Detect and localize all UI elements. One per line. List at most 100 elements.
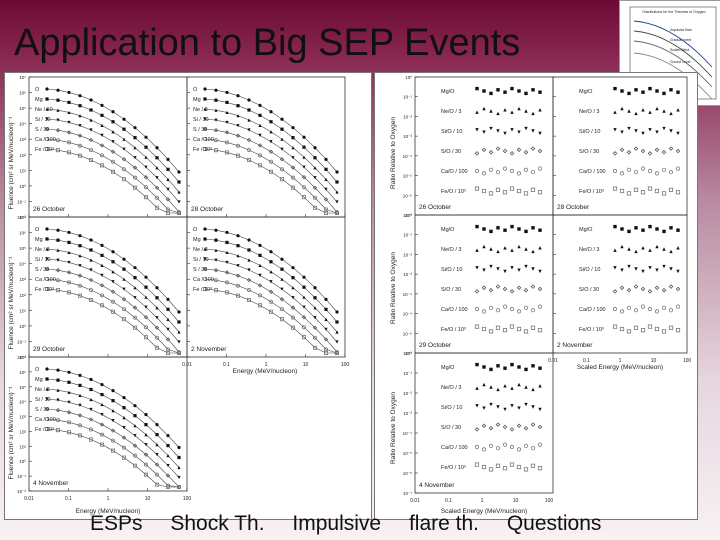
ratio-label: Si/O / 10 xyxy=(441,267,462,273)
data-point xyxy=(531,387,535,392)
species-label: Fe / 10³ xyxy=(35,427,54,433)
data-point xyxy=(312,205,317,210)
data-point xyxy=(56,228,60,232)
species-label: S / 30 xyxy=(35,127,49,133)
x-tick-label: 100 xyxy=(341,362,350,368)
ratio-label: Si/O / 10 xyxy=(441,405,462,411)
data-point xyxy=(202,266,208,272)
data-point xyxy=(634,88,638,92)
data-point xyxy=(100,243,104,247)
data-point xyxy=(67,110,71,115)
data-point xyxy=(78,433,83,438)
species-label: Mg xyxy=(35,237,43,243)
data-point xyxy=(291,286,295,290)
x-tick-label: 0.1 xyxy=(65,496,72,502)
data-point xyxy=(100,432,105,437)
data-point xyxy=(213,268,219,273)
data-point xyxy=(488,425,494,431)
data-point xyxy=(111,159,116,164)
data-point xyxy=(45,257,49,261)
data-point xyxy=(268,159,273,164)
footer-link-flare-theory[interactable]: flare th. xyxy=(408,512,479,535)
data-point xyxy=(676,269,680,274)
thumb-title: Distributions for the Theories of Oxygen xyxy=(642,10,705,14)
species-label: Si / 10 xyxy=(193,257,209,263)
panel-date-label: 26 October xyxy=(419,204,452,211)
data-point xyxy=(235,293,240,298)
data-point xyxy=(538,384,542,388)
data-point xyxy=(45,107,49,111)
abundance-ratio-plot: Mg/O Ne/O / 3 Si/O / 10 S/O / 30 Ca/O / 100 F… xyxy=(390,75,691,515)
data-point xyxy=(155,166,159,170)
data-point xyxy=(56,368,60,372)
data-point xyxy=(620,268,624,272)
data-point xyxy=(45,227,49,231)
data-point xyxy=(213,278,218,283)
data-point xyxy=(111,270,115,274)
data-point xyxy=(335,190,339,194)
data-point xyxy=(662,264,666,269)
data-point xyxy=(144,443,148,447)
data-point xyxy=(203,107,207,111)
data-point xyxy=(67,90,71,95)
data-point xyxy=(530,170,536,175)
data-point xyxy=(302,285,306,289)
footer-link-impulsive[interactable]: Impulsive xyxy=(292,512,382,535)
footer-link-questions[interactable]: Questions xyxy=(506,512,602,535)
data-point xyxy=(154,185,160,190)
data-point xyxy=(523,425,529,431)
data-point xyxy=(280,257,284,261)
data-point xyxy=(523,287,529,293)
data-point xyxy=(268,309,273,314)
data-point xyxy=(538,90,542,94)
data-point xyxy=(213,138,218,143)
data-point xyxy=(55,128,61,133)
data-point xyxy=(291,296,295,300)
y-tick-label: 10⁶ xyxy=(19,231,26,236)
x-tick-label: 100 xyxy=(545,498,554,504)
data-point xyxy=(516,464,522,470)
data-point xyxy=(675,166,681,171)
panel-date-label: 29 October xyxy=(419,342,452,349)
data-point xyxy=(301,175,307,180)
data-point xyxy=(88,137,94,143)
ratio-label: S/O / 30 xyxy=(441,425,461,431)
data-point xyxy=(224,150,229,155)
data-point xyxy=(503,90,507,94)
data-point xyxy=(676,228,680,232)
species-label: Si / 10 xyxy=(35,257,51,263)
data-point xyxy=(67,400,71,404)
data-point xyxy=(143,315,149,320)
data-point xyxy=(269,250,273,254)
ratio-label: Ne/O / 3 xyxy=(579,109,599,115)
panel-frame xyxy=(552,214,688,354)
y-tick-label: 10⁻⁴ xyxy=(403,431,412,436)
data-point xyxy=(495,284,501,289)
data-point xyxy=(302,155,306,159)
data-point xyxy=(155,423,159,427)
ratio-label: Mg/O xyxy=(579,89,593,95)
data-point xyxy=(516,188,522,194)
data-point xyxy=(313,306,317,310)
data-point xyxy=(111,140,115,144)
data-point xyxy=(236,244,240,248)
x-axis-label: Energy (MeV/nucleon) xyxy=(233,368,298,375)
panel-frame xyxy=(552,76,688,216)
data-point xyxy=(510,266,514,270)
footer-link-shock-theory[interactable]: Shock Th. xyxy=(170,512,265,535)
data-point xyxy=(44,406,50,412)
data-point xyxy=(133,156,137,160)
footer-link-esps[interactable]: ESPs xyxy=(90,512,143,535)
ratio-label: S/O / 30 xyxy=(441,149,461,155)
data-point xyxy=(538,108,542,112)
data-point xyxy=(45,416,50,421)
data-point xyxy=(165,350,170,355)
data-point xyxy=(111,448,116,453)
species-label: Mg xyxy=(35,97,43,103)
data-point xyxy=(626,329,632,334)
data-point xyxy=(537,328,543,333)
x-tick-label: 1 xyxy=(107,496,110,502)
data-point xyxy=(627,109,631,113)
data-point xyxy=(502,190,508,195)
data-point xyxy=(177,190,181,194)
